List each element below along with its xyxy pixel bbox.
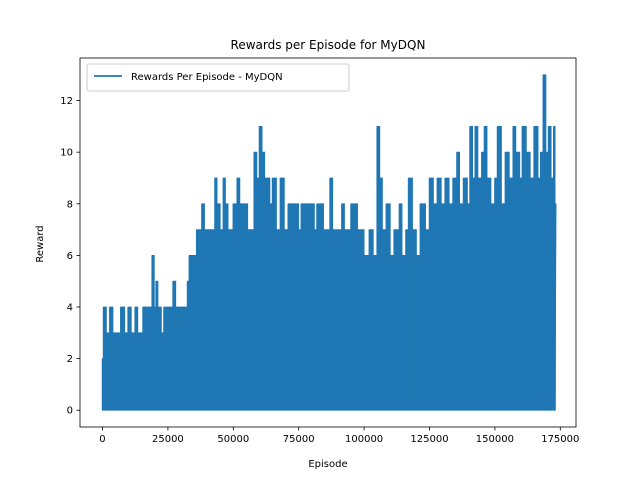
y-tick-label-1: 2 [67,354,73,365]
y-tick-label-6: 12 [60,96,73,107]
x-tick-label-2: 50000 [217,434,249,445]
x-tick-label-3: 75000 [283,434,315,445]
x-tick-label-7: 175000 [541,434,579,445]
y-tick-label-0: 0 [67,406,73,417]
axes-frame [79,57,577,428]
plot-area [79,57,577,428]
y-tick-label-5: 10 [60,148,73,159]
y-tick-label-3: 6 [67,251,73,262]
legend-box [86,63,350,92]
x-tick-label-0: 0 [99,434,105,445]
y-tick-label-2: 4 [67,303,73,314]
x-tick-label-4: 100000 [345,434,383,445]
x-tick-label-6: 150000 [476,434,514,445]
chart-title: Rewards per Episode for MyDQN [231,38,426,52]
y-tick-label-4: 8 [67,199,73,210]
y-axis-title: Reward [35,225,46,262]
x-axis-title: Episode [308,459,347,470]
legend: Rewards Per Episode - MyDQN [86,63,350,92]
x-tick-label-1: 25000 [152,434,184,445]
x-axis: 0 25000 50000 75000 100000 125000 150000 175000 [99,427,579,445]
y-axis: 0 2 4 6 8 10 12 [60,96,80,417]
legend-series-label: Rewards Per Episode - MyDQN [131,72,283,83]
x-tick-label-5: 125000 [410,434,448,445]
